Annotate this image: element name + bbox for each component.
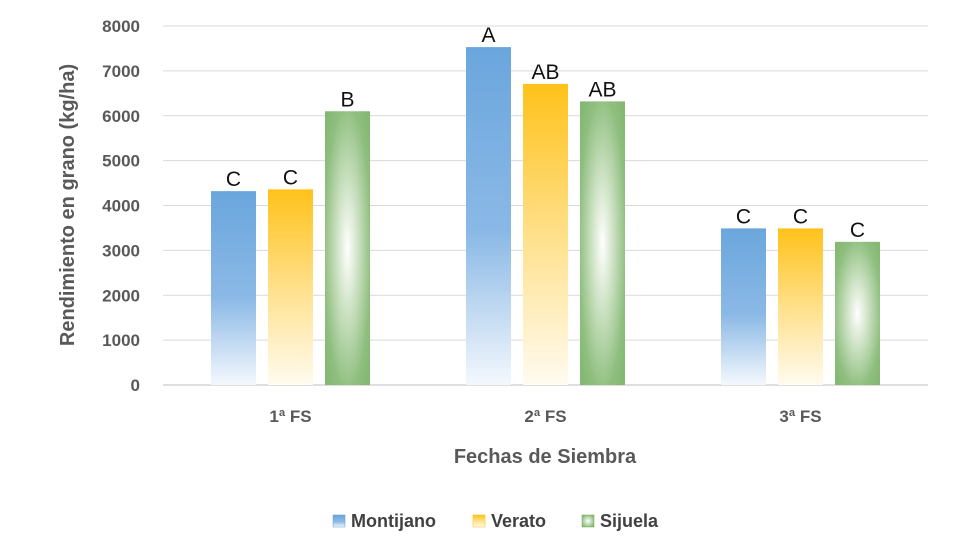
x-axis-categories: 1ª FS 2ª FS 3ª FS [269,407,821,426]
bar-letter-label: C [736,205,751,228]
bar-sijuela-2 [580,101,625,385]
y-tick-label: 8000 [102,17,140,36]
legend: Montijano Verato Sijuela [332,511,659,531]
y-tick-label: 2000 [102,286,140,305]
x-category-label: 3ª FS [779,407,821,426]
bars [211,47,880,386]
x-category-label: 1ª FS [269,407,311,426]
y-tick-label: 7000 [102,62,140,81]
bar-letter-label: C [283,166,298,189]
legend-label-verato: Verato [491,511,546,531]
bar-labels: C C B A AB AB C C C [226,24,865,242]
legend-swatch-montijano [332,514,346,528]
legend-label-montijano: Montijano [351,511,436,531]
bar-sijuela-3 [835,241,880,385]
bar-letter-label: C [793,205,808,228]
bar-verato-3 [778,228,823,385]
legend-label-sijuela: Sijuela [600,511,659,531]
bar-letter-label: B [340,88,354,111]
bar-letter-label: A [481,24,495,47]
bar-montijano-3 [721,228,766,385]
y-tick-label: 3000 [102,241,140,260]
bar-sijuela-1 [325,111,370,385]
bar-letter-label: AB [531,61,559,84]
y-axis-ticks: 0 1000 2000 3000 4000 5000 6000 7000 8000 [102,17,140,395]
x-axis-title: Fechas de Siembra [454,446,637,468]
bar-verato-2 [523,83,568,386]
y-tick-label: 1000 [102,331,140,350]
y-tick-label: 4000 [102,197,140,216]
bar-verato-1 [268,189,313,385]
y-tick-label: 6000 [102,107,140,126]
x-category-label: 2ª FS [524,407,566,426]
legend-swatch-verato [472,514,486,528]
bar-letter-label: AB [588,78,616,101]
y-axis-title: Rendimiento en grano (kg/ha) [57,64,79,346]
y-tick-label: 0 [131,376,140,395]
bar-letter-label: C [850,219,865,242]
legend-swatch-sijuela [581,514,595,528]
bar-montijano-1 [211,191,256,385]
bar-montijano-2 [466,47,511,386]
bar-letter-label: C [226,168,241,191]
y-tick-label: 5000 [102,152,140,171]
